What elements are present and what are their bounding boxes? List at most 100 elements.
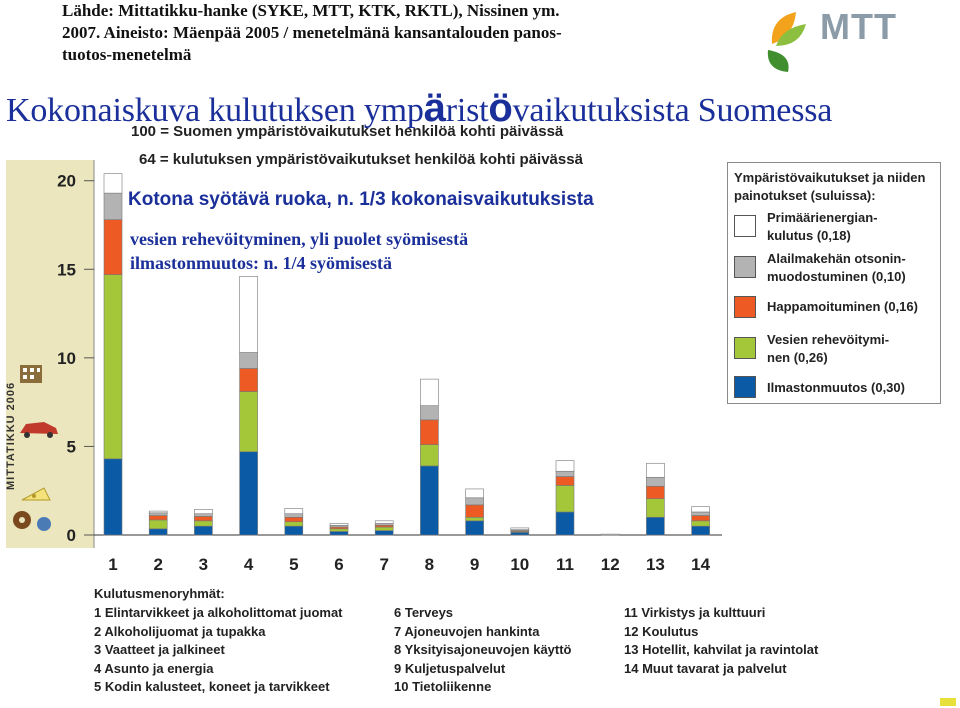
bar-segment — [194, 516, 213, 522]
group-item: 14 Muut tavarat ja palvelut — [624, 660, 787, 676]
y-axis-ticks: 0 5 10 15 20 — [57, 172, 94, 545]
note-total-impact: 100 = Suomen ympäristövaikutukset henkil… — [131, 123, 564, 140]
legend-label-line: Vesien rehevöitymi- — [767, 332, 890, 347]
legend-label: Primäärienergian-kulutus (0,18) — [767, 209, 937, 245]
title-part-4: ö — [488, 86, 513, 130]
x-tick-label: 8 — [425, 555, 434, 574]
group-item: 11 Virkistys ja kulttuuri — [624, 605, 766, 620]
legend-label-line: kulutus (0,18) — [767, 228, 851, 243]
bar-segment — [420, 405, 439, 421]
bar-segment — [646, 498, 665, 518]
bar-segment — [103, 192, 123, 220]
group-item: 3 Vaatteet ja jalkineet — [94, 642, 225, 657]
bar-segment — [646, 462, 665, 478]
x-tick-label: 6 — [334, 555, 343, 574]
legend-label: Happamoituminen (0,16) — [767, 298, 937, 316]
bar-segment — [329, 531, 349, 536]
legend-swatch — [734, 296, 756, 318]
group-item: 5 Kodin kalusteet, koneet ja tarvikkeet — [94, 679, 330, 694]
group-item: 10 Tietoliikenne — [394, 679, 492, 694]
bar-segment — [284, 513, 304, 518]
bar-segment — [194, 509, 213, 515]
legend-swatch — [734, 337, 756, 359]
title-part-3: rist — [445, 92, 489, 129]
car-icon — [20, 422, 58, 438]
bar-segment — [510, 527, 530, 530]
legend: Ympäristövaikutukset ja niiden painotuks… — [727, 162, 941, 404]
x-tick-label: 12 — [601, 555, 620, 574]
annotation-climate: ilmastonmuutos: n. 1/4 syömisestä — [130, 253, 393, 273]
corner-decoration — [940, 698, 956, 706]
left-strip — [6, 160, 94, 548]
x-tick-label: 14 — [691, 555, 710, 574]
group-item: 1 Elintarvikkeet ja alkoholittomat juoma… — [94, 605, 343, 620]
y-tick-label: 15 — [57, 260, 76, 279]
bar-segment — [691, 506, 710, 513]
side-label: MITTATIKKU 2006 — [5, 382, 17, 490]
x-tick-label: 4 — [244, 555, 254, 574]
bar-segment — [284, 525, 304, 536]
legend-swatch — [734, 376, 756, 398]
annotation-eutrophication: vesien rehevöityminen, yli puolet syömis… — [130, 229, 469, 249]
bar-segment — [420, 465, 439, 536]
title-part-5: vaikutuksista Suomessa — [512, 92, 833, 129]
y-tick-label: 0 — [67, 526, 76, 545]
bar-segment — [148, 515, 168, 521]
bar-segment — [555, 485, 575, 513]
legend-label-line: nen (0,26) — [767, 350, 828, 365]
bar-segment — [329, 523, 349, 526]
x-tick-label: 2 — [153, 555, 162, 574]
y-tick-label: 20 — [57, 172, 76, 191]
bar-segment — [555, 470, 575, 477]
bar-segment — [374, 520, 394, 524]
annotation-food: Kotona syötävä ruoka, n. 1/3 kokonaisvai… — [128, 189, 594, 210]
bar-segment — [555, 460, 575, 472]
bar-segment — [555, 476, 575, 486]
bar-segment — [691, 511, 710, 516]
source-line-2: 2007. Aineisto: Mäenpää 2005 / menetelmä… — [62, 23, 562, 42]
note-consumption-impact: 64 = kulutuksen ympäristövaikutukset hen… — [139, 151, 583, 168]
bar-segment — [691, 520, 710, 527]
bars-group — [103, 173, 710, 536]
bar-segment — [148, 528, 168, 536]
bar-segment — [420, 444, 439, 467]
page-title: Kokonaiskuva kulutuksen ympäristövaikutu… — [6, 86, 832, 131]
bar-segment — [691, 525, 710, 536]
bar-segment — [284, 508, 304, 515]
bar-segment — [646, 485, 665, 499]
bar-segment — [646, 516, 665, 536]
bar-segment — [329, 528, 349, 532]
groups-column-2: 6 Terveys 7 Ajoneuvojen hankinta 8 Yksityi… — [394, 604, 572, 697]
bar-segment — [148, 519, 168, 530]
bar-segment — [103, 274, 123, 460]
bar-segment — [148, 510, 168, 514]
mtt-leaf-logo-icon — [762, 6, 822, 81]
group-item: 2 Alkoholijuomat ja tupakka — [94, 623, 266, 639]
y-tick-label: 10 — [57, 349, 76, 368]
legend-label-line: Happamoituminen (0,16) — [767, 299, 918, 314]
x-axis-ticks: 1 2 3 4 5 6 7 8 9 10 11 12 13 14 — [108, 555, 710, 574]
bar-segment — [103, 173, 123, 194]
bar-segment — [103, 458, 123, 536]
x-tick-label: 9 — [470, 555, 479, 574]
x-tick-label: 13 — [646, 555, 665, 574]
bar-segment — [284, 521, 304, 527]
bar-segment — [465, 520, 484, 536]
bar-segment — [646, 477, 665, 487]
source-line-1: Lähde: Mittatikku-hanke (SYKE, MTT, KTK,… — [62, 1, 560, 20]
legend-label-line: Alailmakehän otsonin- — [767, 251, 906, 266]
legend-title: Ympäristövaikutukset ja niiden painotuks… — [734, 170, 926, 203]
legend-swatch — [734, 256, 756, 278]
bar-segment — [239, 276, 258, 353]
y-tick-label: 5 — [67, 437, 76, 456]
bar-segment — [600, 533, 620, 536]
bar-segment — [194, 525, 213, 536]
x-tick-label: 7 — [379, 555, 388, 574]
legend-label-line: Primäärienergian- — [767, 210, 878, 225]
groups-column-3: 11 Virkistys ja kulttuuri 12 Koulutus 13 H… — [624, 604, 818, 678]
group-item: 6 Terveys — [394, 605, 454, 620]
legend-label: Vesien rehevöitymi-nen (0,26) — [767, 331, 937, 367]
legend-label: Ilmastonmuutos (0,30) — [767, 379, 937, 397]
bar-segment — [691, 515, 710, 522]
source-line-3: tuotos-menetelmä — [62, 45, 192, 64]
